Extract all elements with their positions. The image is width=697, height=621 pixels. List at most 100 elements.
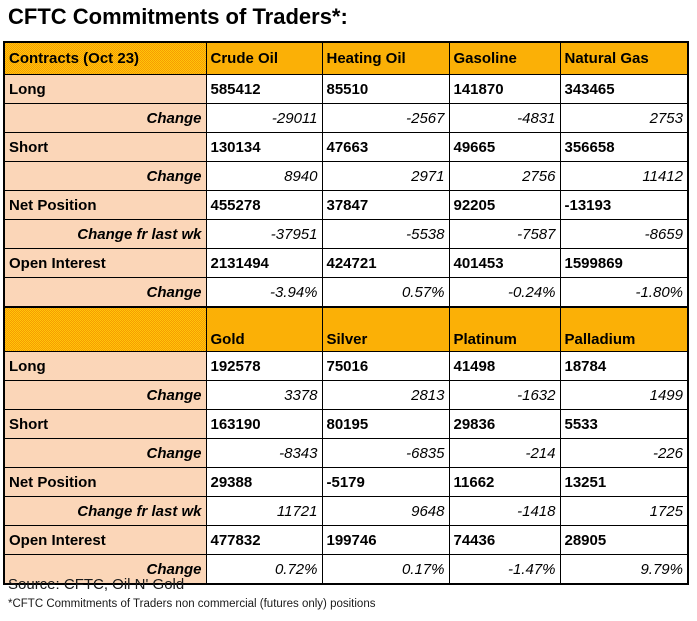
value-cell: -226 bbox=[559, 438, 689, 468]
footnote-text: *CFTC Commitments of Traders non commerc… bbox=[8, 598, 376, 610]
value-cell: 8940 bbox=[205, 161, 323, 191]
value-cell: 141870 bbox=[448, 74, 561, 104]
value-cell: -1632 bbox=[448, 380, 561, 410]
value-cell: -13193 bbox=[559, 190, 689, 220]
page-title: CFTC Commitments of Traders*: bbox=[8, 4, 348, 29]
value-cell: 11662 bbox=[448, 467, 561, 497]
value-cell: -8343 bbox=[205, 438, 323, 468]
column-header: Palladium bbox=[559, 306, 689, 352]
value-cell: 92205 bbox=[448, 190, 561, 220]
row-label: Change bbox=[3, 277, 207, 308]
value-cell: 0.72% bbox=[205, 554, 323, 585]
column-header: Natural Gas bbox=[559, 41, 689, 75]
value-cell: 401453 bbox=[448, 248, 561, 278]
row-label: Open Interest bbox=[3, 248, 207, 278]
value-cell: -7587 bbox=[448, 219, 561, 249]
row-label: Change bbox=[3, 380, 207, 410]
table-row: Change -3.94% 0.57% -0.24% -1.80% bbox=[3, 277, 689, 308]
row-label: Change bbox=[3, 103, 207, 133]
value-cell: 28905 bbox=[559, 525, 689, 555]
section-header-row: Gold Silver Platinum Palladium bbox=[3, 306, 689, 352]
cot-table: Contracts (Oct 23) Crude Oil Heating Oil Ga… bbox=[3, 41, 689, 585]
row-label: Change bbox=[3, 554, 207, 585]
value-cell: 1725 bbox=[559, 496, 689, 526]
value-cell: 163190 bbox=[205, 409, 323, 439]
table-row: Change -29011 -2567 -4831 2753 bbox=[3, 103, 689, 133]
row-label: Change bbox=[3, 438, 207, 468]
value-cell: -0.24% bbox=[448, 277, 561, 308]
value-cell: 9.79% bbox=[559, 554, 689, 585]
value-cell: 0.57% bbox=[321, 277, 450, 308]
value-cell: 29388 bbox=[205, 467, 323, 497]
table-row: Change fr last wk 11721 9648 -1418 1725 bbox=[3, 496, 689, 526]
section-header-label bbox=[3, 306, 207, 352]
row-label: Short bbox=[3, 132, 207, 162]
value-cell: -6835 bbox=[321, 438, 450, 468]
table-row: Net Position 29388 -5179 11662 13251 bbox=[3, 467, 689, 497]
column-header: Crude Oil bbox=[205, 41, 323, 75]
table-row: Short 130134 47663 49665 356658 bbox=[3, 132, 689, 162]
value-cell: -1.80% bbox=[559, 277, 689, 308]
value-cell: -5538 bbox=[321, 219, 450, 249]
value-cell: -1.47% bbox=[448, 554, 561, 585]
value-cell: 5533 bbox=[559, 409, 689, 439]
value-cell: 11721 bbox=[205, 496, 323, 526]
value-cell: -214 bbox=[448, 438, 561, 468]
value-cell: 29836 bbox=[448, 409, 561, 439]
value-cell: 424721 bbox=[321, 248, 450, 278]
value-cell: -3.94% bbox=[205, 277, 323, 308]
value-cell: 47663 bbox=[321, 132, 450, 162]
table-row: Long 585412 85510 141870 343465 bbox=[3, 74, 689, 104]
value-cell: 80195 bbox=[321, 409, 450, 439]
value-cell: 343465 bbox=[559, 74, 689, 104]
table-row: Change -8343 -6835 -214 -226 bbox=[3, 438, 689, 468]
column-header: Gasoline bbox=[448, 41, 561, 75]
value-cell: 11412 bbox=[559, 161, 689, 191]
value-cell: 356658 bbox=[559, 132, 689, 162]
table-row: Short 163190 80195 29836 5533 bbox=[3, 409, 689, 439]
value-cell: 1499 bbox=[559, 380, 689, 410]
value-cell: 2813 bbox=[321, 380, 450, 410]
value-cell: -5179 bbox=[321, 467, 450, 497]
value-cell: 199746 bbox=[321, 525, 450, 555]
row-label: Long bbox=[3, 74, 207, 104]
value-cell: 75016 bbox=[321, 351, 450, 381]
value-cell: -37951 bbox=[205, 219, 323, 249]
row-label: Open Interest bbox=[3, 525, 207, 555]
section-header-row: Contracts (Oct 23) Crude Oil Heating Oil Ga… bbox=[3, 41, 689, 75]
row-label: Net Position bbox=[3, 190, 207, 220]
cot-table-body: Contracts (Oct 23) Crude Oil Heating Oil Ga… bbox=[3, 41, 689, 585]
section-header-label: Contracts (Oct 23) bbox=[3, 41, 207, 75]
value-cell: 9648 bbox=[321, 496, 450, 526]
value-cell: -29011 bbox=[205, 103, 323, 133]
row-label: Change fr last wk bbox=[3, 219, 207, 249]
table-row: Long 192578 75016 41498 18784 bbox=[3, 351, 689, 381]
row-label: Change fr last wk bbox=[3, 496, 207, 526]
table-row: Net Position 455278 37847 92205 -13193 bbox=[3, 190, 689, 220]
value-cell: 41498 bbox=[448, 351, 561, 381]
value-cell: 85510 bbox=[321, 74, 450, 104]
row-label: Short bbox=[3, 409, 207, 439]
value-cell: 2131494 bbox=[205, 248, 323, 278]
value-cell: 0.17% bbox=[321, 554, 450, 585]
table-row: Open Interest 477832 199746 74436 28905 bbox=[3, 525, 689, 555]
value-cell: 49665 bbox=[448, 132, 561, 162]
value-cell: -1418 bbox=[448, 496, 561, 526]
value-cell: 18784 bbox=[559, 351, 689, 381]
column-header: Gold bbox=[205, 306, 323, 352]
value-cell: 74436 bbox=[448, 525, 561, 555]
row-label: Net Position bbox=[3, 467, 207, 497]
column-header: Heating Oil bbox=[321, 41, 450, 75]
value-cell: 37847 bbox=[321, 190, 450, 220]
column-header: Platinum bbox=[448, 306, 561, 352]
value-cell: 2753 bbox=[559, 103, 689, 133]
value-cell: 130134 bbox=[205, 132, 323, 162]
table-row: Change 0.72% 0.17% -1.47% 9.79% bbox=[3, 554, 689, 585]
source-text: Source: CFTC, Oil N' Gold bbox=[8, 576, 185, 593]
value-cell: 2971 bbox=[321, 161, 450, 191]
value-cell: 1599869 bbox=[559, 248, 689, 278]
value-cell: 2756 bbox=[448, 161, 561, 191]
value-cell: 3378 bbox=[205, 380, 323, 410]
row-label: Long bbox=[3, 351, 207, 381]
